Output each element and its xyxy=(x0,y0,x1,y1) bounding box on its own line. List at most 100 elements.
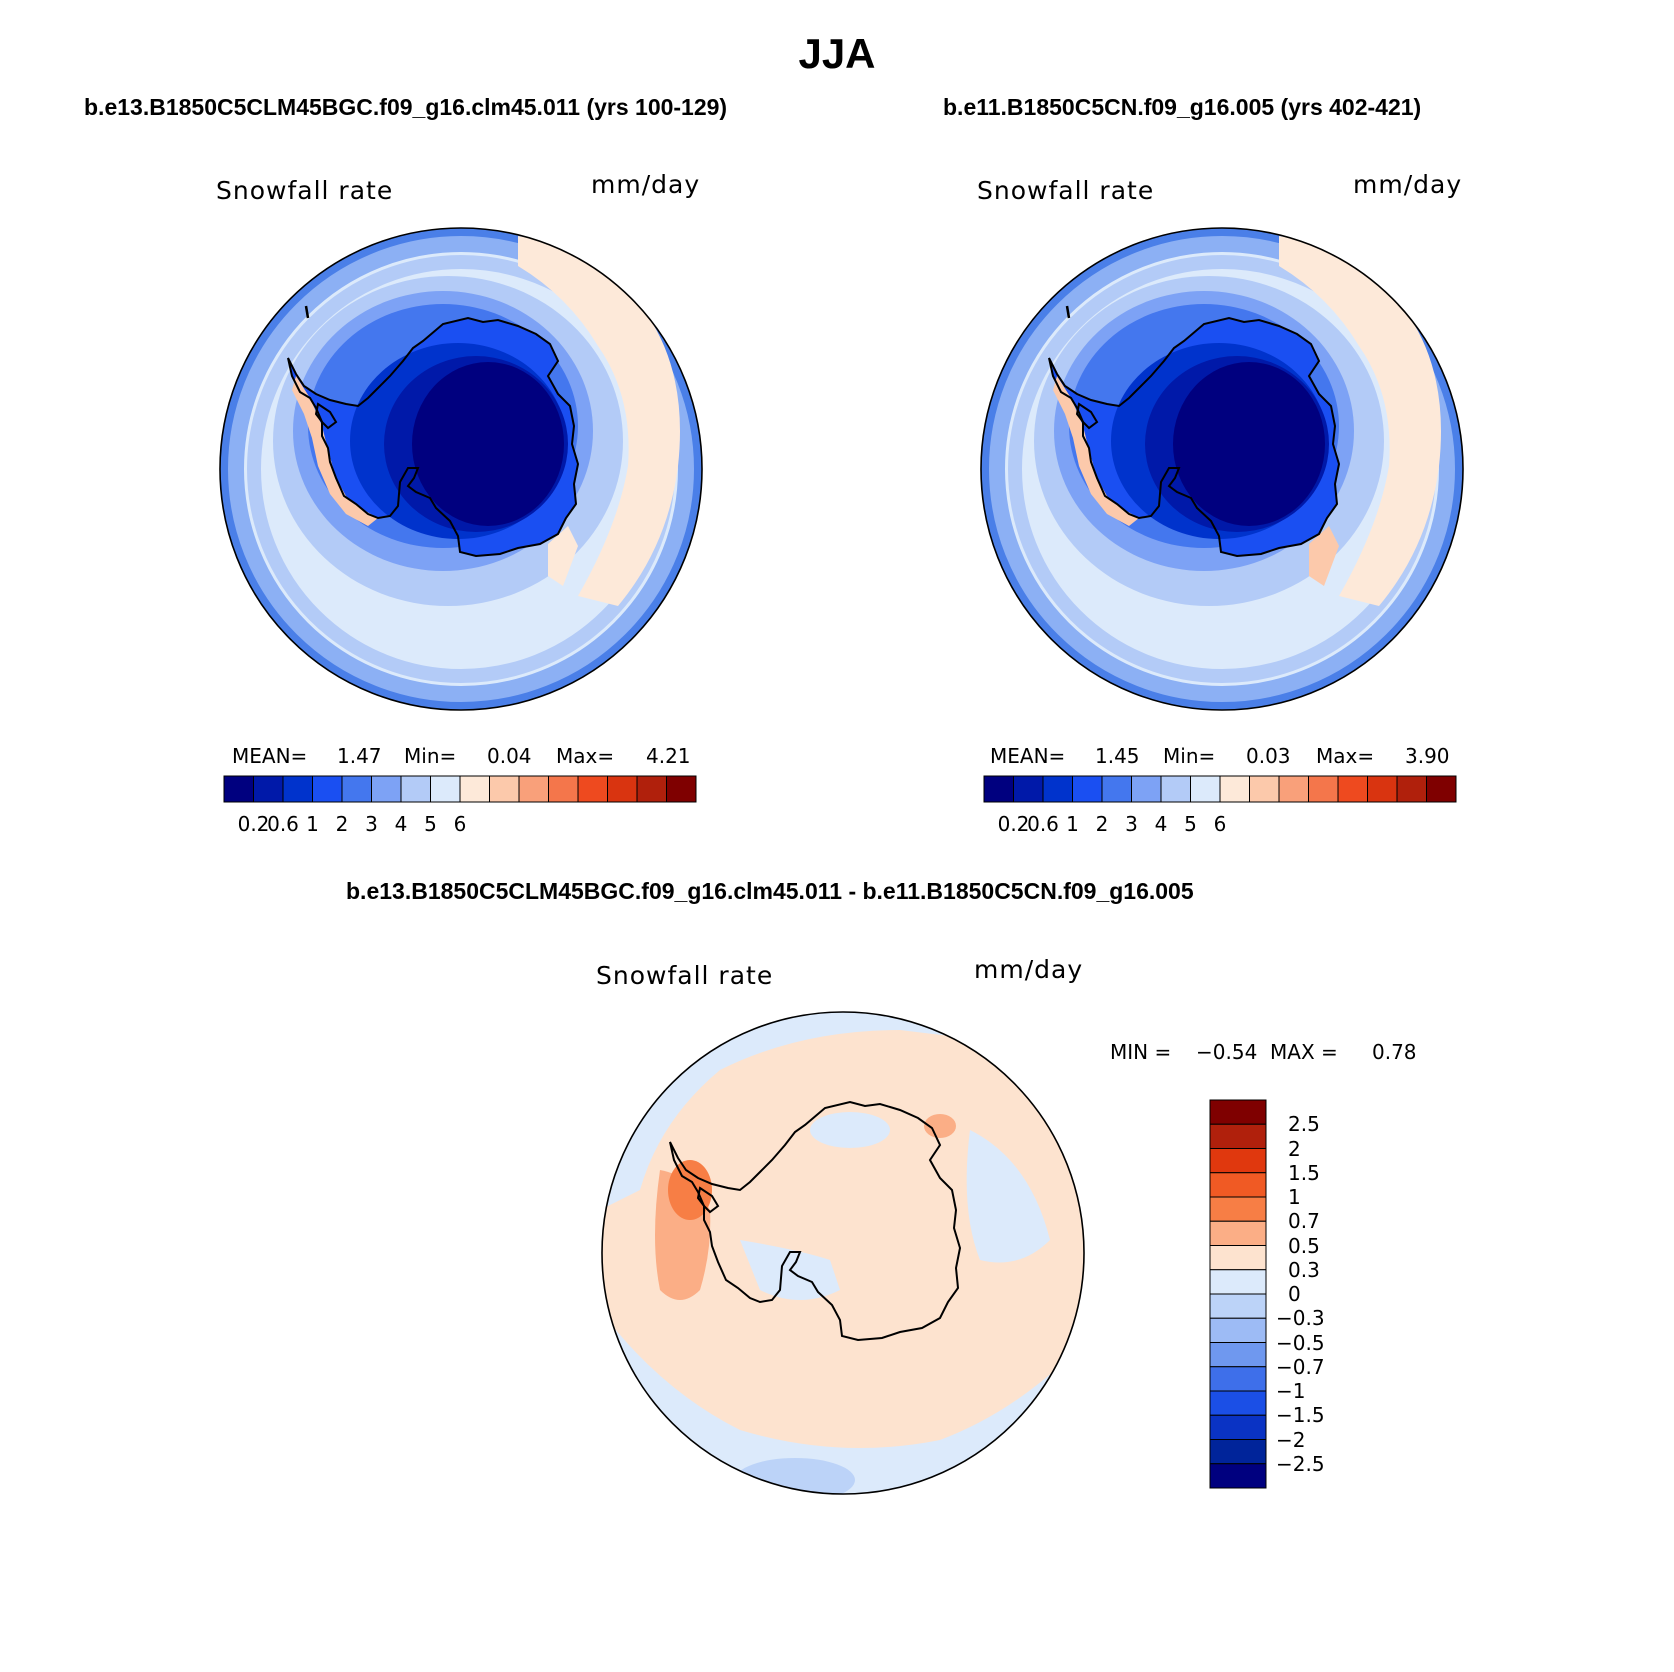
outer-band-2 xyxy=(989,236,1455,702)
colorbar-swatch xyxy=(1101,775,1132,803)
ice-shelf-outline xyxy=(314,402,338,430)
map-background xyxy=(602,1012,1084,1494)
warm-peninsula-core xyxy=(668,1160,712,1220)
colorbar-swatch xyxy=(1426,775,1457,803)
panel1-variable-label: Snowfall rate xyxy=(216,176,394,205)
colorbar-swatch xyxy=(430,775,461,803)
colorbar-tick-label: 0.2 xyxy=(997,812,1030,836)
colorbar-tick-label: 0.3 xyxy=(1288,1257,1320,1282)
coastline xyxy=(287,316,580,558)
colorbar-swatch xyxy=(1209,1148,1267,1174)
outer-band-2 xyxy=(228,236,694,702)
colorbar-swatch xyxy=(459,775,490,803)
panel1-min-label: Min= xyxy=(404,744,457,768)
warm-region-east xyxy=(1279,236,1441,606)
colorbar-swatch xyxy=(1209,1196,1267,1222)
colorbar-swatch xyxy=(400,775,431,803)
peninsula-warm xyxy=(1053,376,1139,526)
colorbar-tick-label: 0 xyxy=(1288,1282,1301,1306)
colorbar-tick-label: 1 xyxy=(1288,1185,1301,1209)
diff-variable-label: Snowfall rate xyxy=(596,961,774,990)
colorbar-swatch xyxy=(983,775,1014,803)
colorbar-swatch xyxy=(223,775,254,803)
colorbar-swatch xyxy=(1072,775,1103,803)
panel1-mean-label: MEAN= xyxy=(232,744,308,768)
diff-polar-map xyxy=(601,1011,1085,1495)
colorbar-swatch xyxy=(1209,1342,1267,1368)
colorbar-tick-label: 6 xyxy=(453,812,467,836)
panel2-min-label: Min= xyxy=(1163,744,1216,768)
colorbar-swatch xyxy=(577,775,608,803)
map-boundary xyxy=(219,227,703,711)
panel1-polar-map xyxy=(219,227,703,711)
panel1-colorbar xyxy=(223,775,697,803)
map-fill-layer xyxy=(220,228,702,710)
map-boundary xyxy=(980,227,1464,711)
colorbar-swatch xyxy=(1160,775,1191,803)
panel2-min-value: 0.03 xyxy=(1246,744,1291,768)
interior-3 xyxy=(1173,362,1325,526)
colorbar-swatch xyxy=(282,775,313,803)
blue-patch-north xyxy=(602,1012,1084,1210)
coastline xyxy=(1048,316,1341,558)
colorbar-tick-label: 5 xyxy=(1184,812,1197,836)
panel1-max-label: Max= xyxy=(556,744,615,768)
colorbar-tick-label: −2.5 xyxy=(1276,1451,1325,1476)
blue-patch-rim xyxy=(735,1458,855,1494)
colorbar-tick-label: −0.3 xyxy=(1276,1306,1325,1331)
colorbar-tick-label: 1.5 xyxy=(1288,1160,1320,1185)
map-fill-layer xyxy=(981,228,1463,710)
panel1-case-title: b.e13.B1850C5CLM45BGC.f09_g16.clm45.011 … xyxy=(84,94,728,120)
colorbar-swatch xyxy=(1209,1099,1267,1125)
east-warm-patch xyxy=(548,526,578,586)
colorbar-swatch xyxy=(1209,1439,1267,1465)
colorbar-tick-label: −2 xyxy=(1276,1427,1306,1452)
colorbar-tick-label: 2 xyxy=(1095,812,1109,836)
colorbar-swatch xyxy=(636,775,667,803)
colorbar-swatch xyxy=(1209,1463,1267,1489)
colorbar-swatch xyxy=(371,775,402,803)
colorbar-tick-label: 0.5 xyxy=(1288,1233,1320,1258)
diff-case-title: b.e13.B1850C5CLM45BGC.f09_g16.clm45.011 … xyxy=(346,878,1194,904)
colorbar-swatch xyxy=(1209,1317,1267,1343)
warm-region-east xyxy=(518,236,680,606)
colorbar-tick-label: 0.7 xyxy=(1288,1209,1320,1234)
diff-min-label: MIN = xyxy=(1110,1040,1172,1064)
coastline xyxy=(669,1100,962,1342)
colorbar-tick-label: 4 xyxy=(1154,812,1168,836)
colorbar-swatch xyxy=(1209,1269,1267,1295)
panel2-mean-label: MEAN= xyxy=(990,744,1066,768)
panel2-max-label: Max= xyxy=(1316,744,1375,768)
colorbar-tick-label: −0.7 xyxy=(1276,1354,1325,1379)
island-mark xyxy=(1065,305,1071,319)
colorbar-tick-label: 6 xyxy=(1213,812,1227,836)
colorbar-swatch xyxy=(1278,775,1309,803)
colorbar-swatch xyxy=(518,775,549,803)
colorbar-tick-label: 2 xyxy=(1288,1136,1301,1161)
colorbar-swatch xyxy=(1209,1414,1267,1440)
colorbar-swatch xyxy=(1013,775,1044,803)
colorbar-tick-label: 3 xyxy=(1125,812,1138,836)
colorbar-swatch xyxy=(312,775,343,803)
colorbar-swatch xyxy=(666,775,697,803)
colorbar-tick-label: 2 xyxy=(335,812,349,836)
diff-colorbar xyxy=(1209,1099,1267,1489)
panel1-max-value: 4.21 xyxy=(646,744,691,768)
diff-max-label: MAX = xyxy=(1270,1040,1338,1064)
colorbar-tick-label: −1 xyxy=(1276,1379,1306,1403)
colorbar-tick-label: 0.2 xyxy=(237,812,270,836)
colorbar-tick-label: 3 xyxy=(365,812,378,836)
ice-shelf-outline xyxy=(1075,402,1099,430)
page-title: JJA xyxy=(798,30,876,77)
colorbar-swatch xyxy=(1209,1220,1267,1246)
colorbar-swatch xyxy=(253,775,284,803)
east-warm-patch xyxy=(1309,526,1339,586)
diff-max-value: 0.78 xyxy=(1372,1040,1417,1064)
diff-min-value: −0.54 xyxy=(1196,1040,1258,1064)
colorbar-tick-label: −0.5 xyxy=(1276,1330,1325,1355)
colorbar-swatch xyxy=(1209,1172,1267,1198)
colorbar-swatch xyxy=(548,775,579,803)
blue-patch-plateau xyxy=(810,1112,890,1148)
colorbar-swatch xyxy=(1367,775,1398,803)
blue-patch-east xyxy=(966,1130,1050,1263)
